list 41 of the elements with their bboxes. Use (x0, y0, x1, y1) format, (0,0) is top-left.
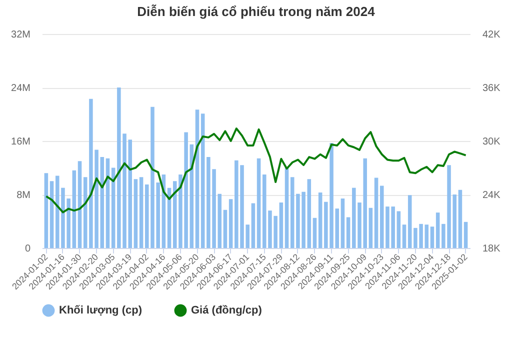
y-tick-label: 0 (24, 244, 31, 254)
bar (134, 179, 138, 248)
bar (251, 203, 256, 248)
bar (78, 161, 82, 248)
bar (279, 202, 284, 248)
bar (436, 212, 440, 248)
y2-tick-label: 36K (482, 83, 501, 94)
y-tick-label: 32M (11, 30, 30, 40)
bar (256, 158, 261, 248)
bar (200, 114, 205, 248)
y2-tick-label: 42K (482, 30, 501, 40)
bar (312, 218, 317, 248)
bar (464, 222, 468, 248)
bar (408, 195, 412, 248)
y2-tick-label: 30K (482, 136, 501, 148)
legend-label: Khối lượng (cp) (59, 304, 142, 317)
bar (44, 173, 48, 248)
chart-title: Diễn biến giá cổ phiếu trong năm 2024 (137, 4, 376, 19)
y-tick-label: 24M (11, 83, 30, 94)
bar (228, 199, 233, 248)
y2-tick-label: 24K (482, 190, 501, 201)
legend-label: Giá (đồng/cp) (191, 304, 262, 317)
bar (318, 192, 322, 248)
bar (458, 190, 462, 248)
bar (340, 198, 345, 248)
bar (402, 224, 406, 248)
y-tick-label: 8M (16, 190, 30, 201)
bar (284, 167, 289, 248)
bar (424, 224, 429, 248)
bar (307, 179, 312, 248)
bar (430, 226, 434, 248)
y-tick-label: 16M (11, 136, 30, 148)
line-series (45, 128, 467, 214)
bar (346, 217, 350, 248)
bar (139, 177, 144, 248)
bar (368, 208, 373, 248)
bar (396, 211, 401, 248)
bar (72, 170, 76, 248)
bar (223, 210, 228, 248)
bar (374, 178, 378, 248)
y2-tick-label: 18K (482, 244, 501, 254)
